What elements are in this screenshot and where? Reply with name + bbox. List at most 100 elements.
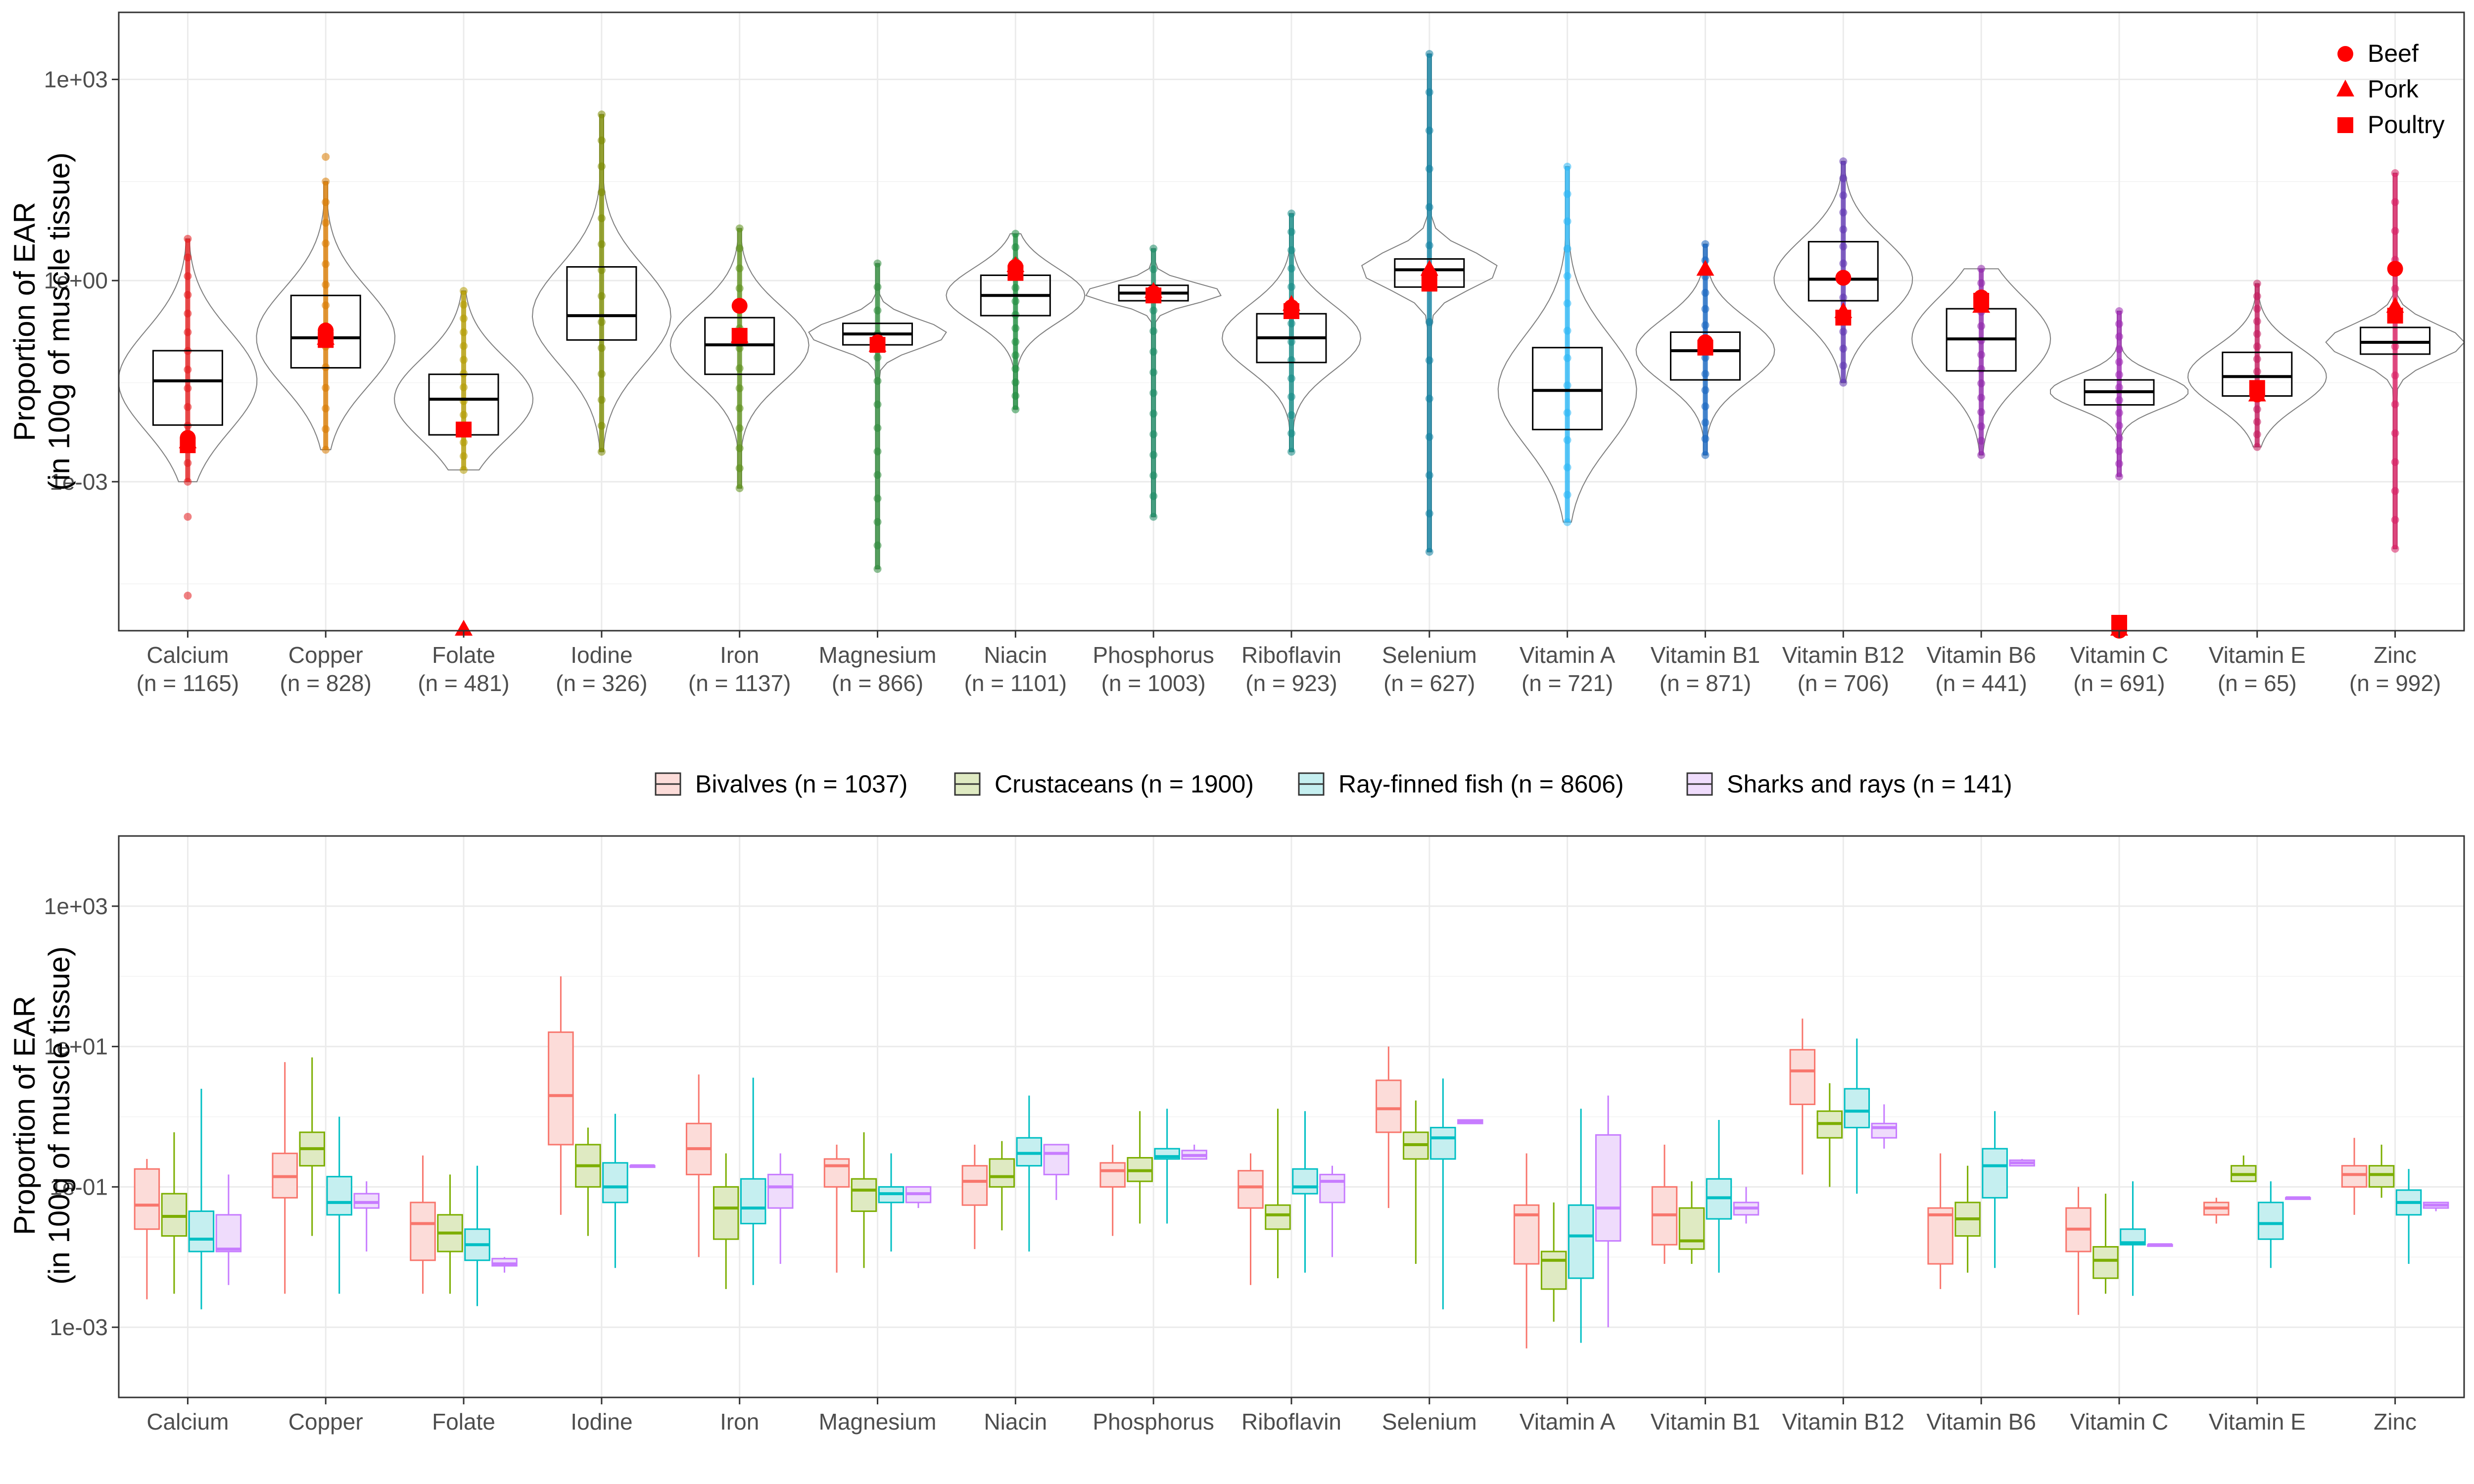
top-point [735, 264, 744, 273]
top-outlier-point [322, 153, 330, 161]
legend-poultry-label: Poultry [2368, 111, 2445, 139]
bottom-box [713, 1186, 739, 1240]
top-point [1977, 394, 1986, 402]
top-point [1425, 394, 1433, 403]
top-poultry-marker [2111, 615, 2127, 631]
bottom-box [767, 1173, 794, 1209]
top-violins [118, 50, 2465, 600]
bottom-legend-label: Bivalves (n = 1037) [695, 770, 907, 798]
top-point [735, 464, 744, 472]
top-point [1701, 402, 1710, 411]
legend-poultry-symbol [2337, 117, 2353, 133]
top-point [2253, 430, 2261, 439]
top-point [1701, 386, 1710, 394]
top-point [1563, 491, 1571, 499]
top-point [184, 384, 192, 392]
top-point [322, 198, 330, 206]
top-point [2115, 320, 2123, 328]
top-point [597, 188, 606, 196]
top-point [873, 306, 882, 315]
top-point [735, 444, 744, 453]
top-point [2253, 305, 2261, 313]
bottom-box [161, 1193, 188, 1237]
top-point [1977, 279, 1986, 287]
top-point [2253, 443, 2261, 451]
top-point [1425, 88, 1433, 96]
top-point [2391, 515, 2399, 524]
top-point [2115, 460, 2123, 468]
top-box [1532, 347, 1603, 430]
bottom-y-axis: 1e-03 1e-01 1e+01 1e+03 [44, 893, 119, 1340]
top-poultry-marker [180, 437, 196, 454]
bottom-box [961, 1165, 988, 1206]
bottom-box [1265, 1204, 1291, 1230]
top-point [2115, 447, 2123, 455]
top-box [2360, 326, 2431, 355]
top-point [184, 309, 192, 318]
top-x-tick-count: (n = 481) [418, 670, 509, 696]
top-point [1425, 241, 1433, 250]
top-point [322, 239, 330, 248]
top-x-tick-label: Vitamin A [1520, 642, 1616, 668]
top-outlier-point [184, 512, 192, 521]
top-x-tick-label: Iodine [571, 642, 632, 668]
top-point [1011, 392, 1020, 400]
top-point [1701, 288, 1710, 297]
top-point [322, 301, 330, 310]
bottom-x-tick-label: Iron [720, 1409, 759, 1435]
top-beef-marker [731, 298, 748, 314]
top-point [2253, 368, 2261, 376]
top-point [460, 301, 468, 309]
bottom-x-tick-label: Zinc [2374, 1409, 2417, 1435]
top-point [735, 344, 744, 353]
top-point [1149, 492, 1158, 501]
top-point [1149, 306, 1158, 315]
top-point [2391, 487, 2399, 495]
top-x-tick-count: (n = 441) [1935, 670, 2027, 696]
top-point [1977, 365, 1986, 373]
top-x-tick-label: Niacin [984, 642, 1047, 668]
top-point [2115, 307, 2123, 315]
top-x-tick-count: (n = 1165) [137, 670, 239, 696]
bottom-box [548, 1031, 574, 1146]
top-point [2115, 421, 2123, 430]
top-x-tick-count: (n = 1003) [1101, 670, 1206, 696]
top-point [2391, 342, 2399, 351]
bottom-x-tick-label: Vitamin B12 [1782, 1409, 1904, 1435]
top-point [2391, 458, 2399, 466]
top-point [1839, 225, 1848, 233]
top-poultry-marker [1835, 310, 1852, 326]
top-point [322, 260, 330, 268]
top-box [1669, 331, 1741, 381]
top-point [597, 214, 606, 223]
top-x-tick-count: (n = 923) [1245, 670, 1337, 696]
top-point [1011, 324, 1020, 332]
top-point [322, 425, 330, 433]
top-point [873, 377, 882, 385]
top-box [1808, 241, 1879, 302]
bottom-box [2368, 1165, 2395, 1188]
top-point [2391, 227, 2399, 235]
top-point [1701, 305, 1710, 313]
top-point [1425, 126, 1433, 135]
top-x-tick-count: (n = 992) [2349, 670, 2441, 696]
top-poultry-marker [1284, 303, 1299, 319]
top-point [735, 284, 744, 292]
top-point [184, 253, 192, 262]
top-point [1563, 162, 1571, 171]
bottom-box [1844, 1088, 1870, 1128]
top-y-tick-label: 1e-03 [49, 469, 108, 495]
top-point [873, 400, 882, 409]
top-point [460, 356, 468, 364]
top-point [1425, 471, 1433, 479]
top-point [184, 291, 192, 299]
top-point [1425, 356, 1433, 365]
top-point [1839, 208, 1848, 217]
top-point [1287, 319, 1295, 327]
top-point [1701, 354, 1710, 362]
top-point [597, 421, 606, 430]
top-point [1149, 430, 1158, 438]
top-beef-marker [1835, 270, 1852, 286]
top-point [460, 438, 468, 447]
top-point [2253, 342, 2261, 351]
